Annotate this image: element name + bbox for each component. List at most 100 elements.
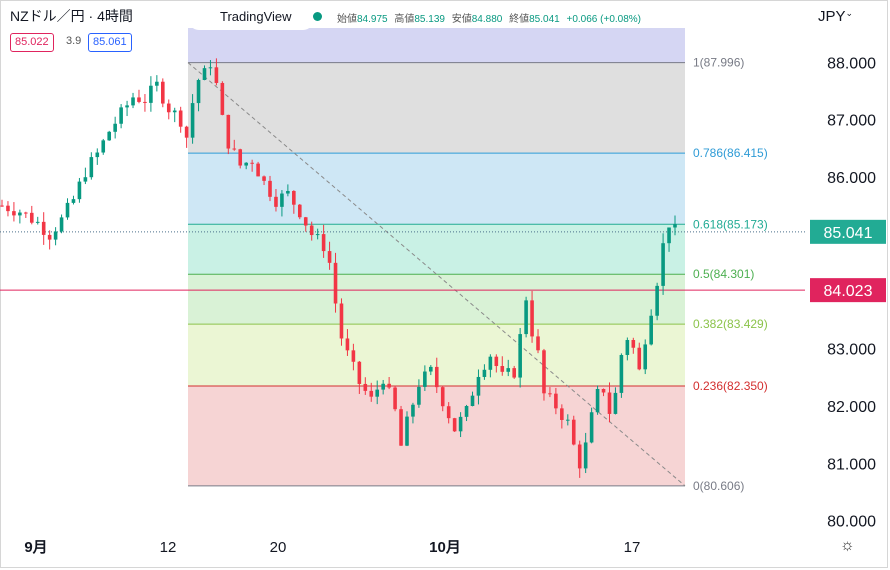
candle-body[interactable] [482, 369, 487, 377]
currency-dropdown[interactable]: JPY⌄ [818, 8, 853, 25]
candle-body[interactable] [506, 368, 511, 372]
candle-body[interactable] [440, 387, 445, 407]
candle-body[interactable] [673, 224, 677, 228]
candle-body[interactable] [53, 231, 58, 240]
candle-body[interactable] [184, 126, 189, 138]
candle-body[interactable] [595, 388, 600, 413]
candle-body[interactable] [214, 67, 219, 83]
candle-body[interactable] [202, 68, 207, 80]
candle-body[interactable] [571, 419, 576, 445]
candle-body[interactable] [59, 217, 64, 232]
candle-body[interactable] [143, 101, 147, 103]
candle-body[interactable] [0, 205, 4, 207]
candle-body[interactable] [315, 234, 320, 236]
candle-body[interactable] [494, 356, 499, 367]
candle-body[interactable] [375, 389, 380, 397]
candle-body[interactable] [149, 85, 153, 103]
candle-body[interactable] [637, 347, 642, 370]
candle-body[interactable] [488, 356, 493, 370]
candle-body[interactable] [643, 344, 648, 370]
candle-body[interactable] [83, 177, 88, 182]
candle-body[interactable] [512, 368, 516, 378]
candle-body[interactable] [524, 300, 528, 335]
candles[interactable] [0, 58, 677, 478]
candle-body[interactable] [166, 103, 171, 113]
candle-body[interactable] [363, 383, 368, 391]
candle-body[interactable] [518, 334, 522, 378]
candle-body[interactable] [399, 409, 403, 446]
time-axis[interactable]: 9月 12 20 10月 17 [24, 539, 640, 556]
candle-body[interactable] [327, 251, 332, 263]
candle-body[interactable] [190, 103, 195, 138]
candle-body[interactable] [607, 392, 612, 414]
candle-body[interactable] [381, 383, 385, 390]
candle-body[interactable] [89, 157, 94, 178]
candle-body[interactable] [429, 366, 433, 372]
candle-body[interactable] [6, 205, 10, 212]
candle-body[interactable] [131, 97, 135, 106]
fibonacci-retracement[interactable] [188, 28, 685, 487]
candle-body[interactable] [101, 140, 106, 153]
candle-body[interactable] [393, 387, 397, 410]
candle-body[interactable] [244, 162, 248, 166]
bid-price[interactable]: 85.022 [10, 33, 54, 52]
candle-body[interactable] [434, 366, 439, 388]
candle-body[interactable] [292, 190, 296, 205]
candle-body[interactable] [500, 366, 505, 372]
candle-body[interactable] [405, 416, 409, 446]
candle-body[interactable] [125, 105, 129, 108]
candle-body[interactable] [119, 107, 123, 124]
candle-body[interactable] [71, 199, 76, 203]
candle-body[interactable] [95, 152, 100, 158]
candle-body[interactable] [256, 163, 260, 177]
candle-body[interactable] [655, 285, 659, 316]
candle-body[interactable] [268, 180, 272, 197]
candle-body[interactable] [560, 408, 564, 420]
candle-body[interactable] [631, 340, 636, 348]
candle-body[interactable] [161, 81, 165, 104]
candle-body[interactable] [667, 227, 671, 244]
candle-body[interactable] [178, 110, 183, 127]
candle-body[interactable] [113, 123, 117, 132]
candle-body[interactable] [232, 148, 237, 150]
candle-body[interactable] [613, 392, 618, 414]
candle-body[interactable] [417, 386, 421, 405]
candle-body[interactable] [24, 212, 28, 214]
candle-body[interactable] [12, 211, 16, 216]
candle-body[interactable] [476, 376, 481, 396]
candle-body[interactable] [583, 442, 588, 469]
candle-body[interactable] [554, 393, 558, 409]
candle-body[interactable] [220, 82, 225, 115]
candle-body[interactable] [226, 114, 231, 149]
candle-body[interactable] [589, 412, 594, 443]
candle-body[interactable] [18, 212, 22, 216]
candle-body[interactable] [446, 406, 451, 419]
candle-body[interactable] [208, 67, 213, 69]
candle-body[interactable] [369, 390, 374, 397]
candle-body[interactable] [107, 131, 112, 141]
candle-body[interactable] [619, 354, 624, 393]
candle-body[interactable] [530, 300, 534, 337]
candle-body[interactable] [29, 212, 34, 223]
candle-body[interactable] [423, 371, 427, 387]
candle-body[interactable] [47, 234, 52, 240]
candle-body[interactable] [321, 234, 326, 252]
candle-body[interactable] [649, 315, 653, 345]
candle-body[interactable] [536, 336, 540, 351]
candle-body[interactable] [303, 217, 308, 226]
candle-body[interactable] [345, 338, 350, 351]
candle-body[interactable] [357, 361, 362, 384]
fibonacci-trend-line[interactable] [187, 62, 686, 487]
candle-body[interactable] [452, 418, 457, 432]
candle-body[interactable] [35, 221, 40, 223]
candle-body[interactable] [65, 202, 70, 218]
candle-body[interactable] [262, 176, 266, 181]
candle-body[interactable] [464, 405, 469, 417]
candle-body[interactable] [280, 193, 284, 207]
candle-body[interactable] [274, 196, 278, 207]
candle-body[interactable] [625, 340, 630, 355]
candle-body[interactable] [155, 81, 159, 86]
candle-body[interactable] [411, 404, 415, 417]
candle-body[interactable] [137, 97, 141, 102]
